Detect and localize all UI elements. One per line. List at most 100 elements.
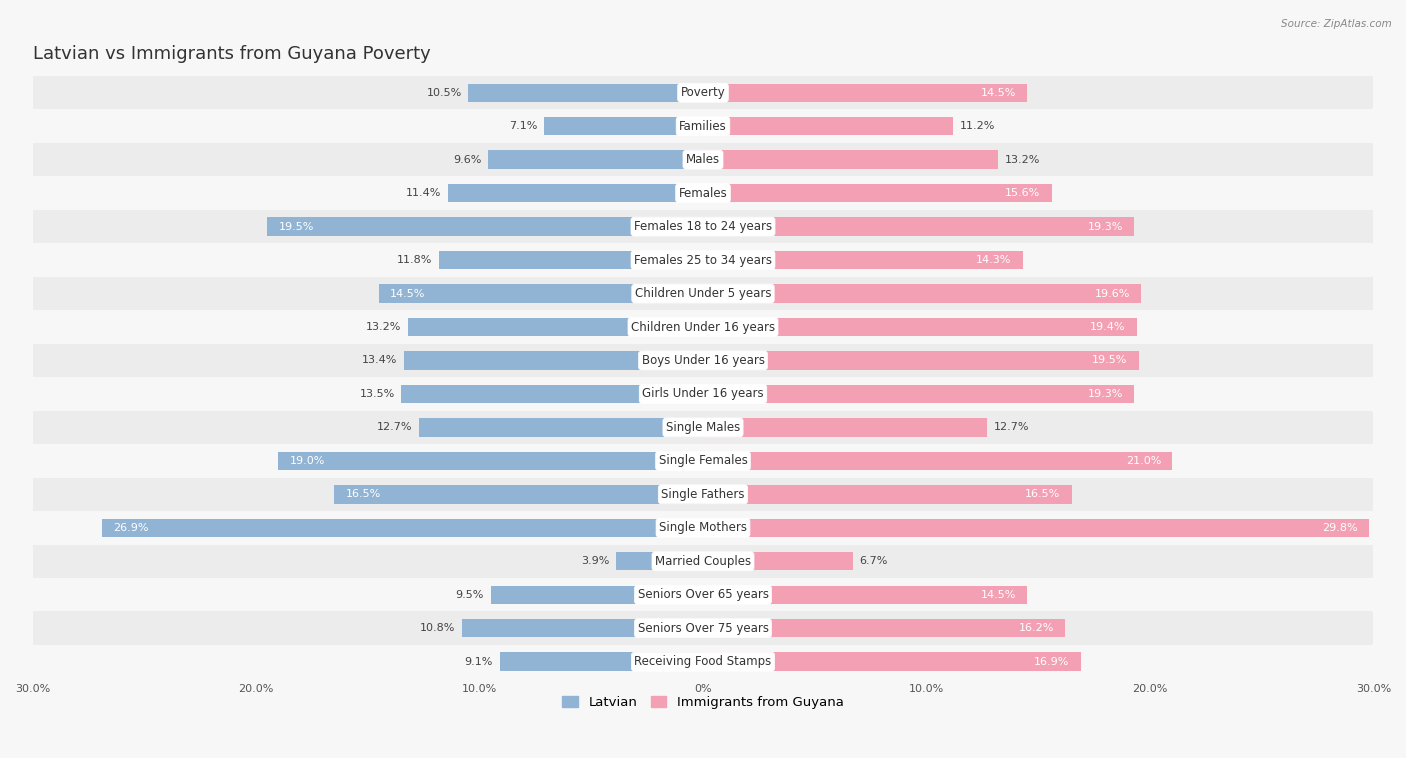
Bar <box>491 585 703 604</box>
Text: 11.2%: 11.2% <box>960 121 995 131</box>
Bar <box>703 552 852 571</box>
Text: 6.7%: 6.7% <box>859 556 887 566</box>
Text: 14.5%: 14.5% <box>980 88 1017 98</box>
Text: 19.5%: 19.5% <box>1092 356 1128 365</box>
Text: Children Under 16 years: Children Under 16 years <box>631 321 775 334</box>
Bar <box>544 117 703 136</box>
Text: Single Males: Single Males <box>666 421 740 434</box>
Text: 19.4%: 19.4% <box>1090 322 1125 332</box>
Text: Females 25 to 34 years: Females 25 to 34 years <box>634 254 772 267</box>
Bar <box>499 653 703 671</box>
Bar <box>703 485 1071 503</box>
Bar <box>32 578 1374 612</box>
Bar <box>267 218 703 236</box>
Bar <box>449 184 703 202</box>
Bar <box>32 177 1374 210</box>
Bar <box>488 150 703 169</box>
Text: 13.2%: 13.2% <box>366 322 401 332</box>
Text: 11.4%: 11.4% <box>406 188 441 198</box>
Text: Latvian vs Immigrants from Guyana Poverty: Latvian vs Immigrants from Guyana Povert… <box>32 45 430 64</box>
Bar <box>32 109 1374 143</box>
Bar <box>404 351 703 370</box>
Bar <box>32 377 1374 411</box>
Text: Children Under 5 years: Children Under 5 years <box>634 287 772 300</box>
Text: 13.5%: 13.5% <box>360 389 395 399</box>
Text: Single Females: Single Females <box>658 454 748 468</box>
Text: 10.8%: 10.8% <box>419 623 456 633</box>
Bar <box>703 117 953 136</box>
Text: 3.9%: 3.9% <box>581 556 609 566</box>
Text: 14.5%: 14.5% <box>980 590 1017 600</box>
Bar <box>703 653 1081 671</box>
Text: 19.5%: 19.5% <box>278 221 314 232</box>
Bar <box>461 619 703 637</box>
Text: Married Couples: Married Couples <box>655 555 751 568</box>
Text: 14.5%: 14.5% <box>389 289 426 299</box>
Text: 12.7%: 12.7% <box>994 422 1029 432</box>
Bar <box>703 452 1173 470</box>
Text: Receiving Food Stamps: Receiving Food Stamps <box>634 655 772 669</box>
Bar <box>703 251 1022 269</box>
Bar <box>703 385 1135 403</box>
Text: 26.9%: 26.9% <box>112 523 149 533</box>
Bar <box>703 318 1136 337</box>
Bar <box>32 76 1374 109</box>
Bar <box>32 544 1374 578</box>
Text: 9.5%: 9.5% <box>456 590 484 600</box>
Bar <box>32 511 1374 544</box>
Text: 9.1%: 9.1% <box>464 656 494 667</box>
Bar <box>401 385 703 403</box>
Bar <box>703 418 987 437</box>
Text: Females: Females <box>679 186 727 199</box>
Bar <box>703 351 1139 370</box>
Text: 16.2%: 16.2% <box>1018 623 1054 633</box>
Bar <box>32 343 1374 377</box>
Bar <box>32 277 1374 310</box>
Bar <box>380 284 703 302</box>
Text: Single Fathers: Single Fathers <box>661 488 745 501</box>
Bar <box>32 411 1374 444</box>
Bar <box>703 218 1135 236</box>
Bar <box>703 83 1026 102</box>
Text: 14.3%: 14.3% <box>976 255 1011 265</box>
Bar <box>32 243 1374 277</box>
Text: Females 18 to 24 years: Females 18 to 24 years <box>634 220 772 233</box>
Bar <box>703 150 998 169</box>
Text: Poverty: Poverty <box>681 86 725 99</box>
Bar <box>408 318 703 337</box>
Bar <box>32 210 1374 243</box>
Bar <box>703 585 1026 604</box>
Text: 19.3%: 19.3% <box>1088 221 1123 232</box>
Text: 29.8%: 29.8% <box>1322 523 1358 533</box>
Legend: Latvian, Immigrants from Guyana: Latvian, Immigrants from Guyana <box>557 691 849 714</box>
Bar <box>32 143 1374 177</box>
Bar <box>278 452 703 470</box>
Text: Seniors Over 65 years: Seniors Over 65 years <box>637 588 769 601</box>
Text: 7.1%: 7.1% <box>509 121 537 131</box>
Text: 16.5%: 16.5% <box>1025 490 1060 500</box>
Text: Boys Under 16 years: Boys Under 16 years <box>641 354 765 367</box>
Text: Seniors Over 75 years: Seniors Over 75 years <box>637 622 769 634</box>
Text: Girls Under 16 years: Girls Under 16 years <box>643 387 763 400</box>
Bar <box>703 184 1052 202</box>
Bar <box>32 444 1374 478</box>
Bar <box>616 552 703 571</box>
Text: 21.0%: 21.0% <box>1126 456 1161 466</box>
Text: Source: ZipAtlas.com: Source: ZipAtlas.com <box>1281 19 1392 29</box>
Bar <box>468 83 703 102</box>
Text: 13.4%: 13.4% <box>361 356 396 365</box>
Text: 13.2%: 13.2% <box>1005 155 1040 164</box>
Bar <box>101 518 703 537</box>
Text: Single Mothers: Single Mothers <box>659 522 747 534</box>
Bar <box>439 251 703 269</box>
Bar <box>703 284 1142 302</box>
Bar <box>32 645 1374 678</box>
Bar <box>32 612 1374 645</box>
Text: 12.7%: 12.7% <box>377 422 412 432</box>
Text: 16.5%: 16.5% <box>346 490 381 500</box>
Bar <box>335 485 703 503</box>
Text: Families: Families <box>679 120 727 133</box>
Text: 19.6%: 19.6% <box>1094 289 1130 299</box>
Text: 11.8%: 11.8% <box>398 255 433 265</box>
Text: Males: Males <box>686 153 720 166</box>
